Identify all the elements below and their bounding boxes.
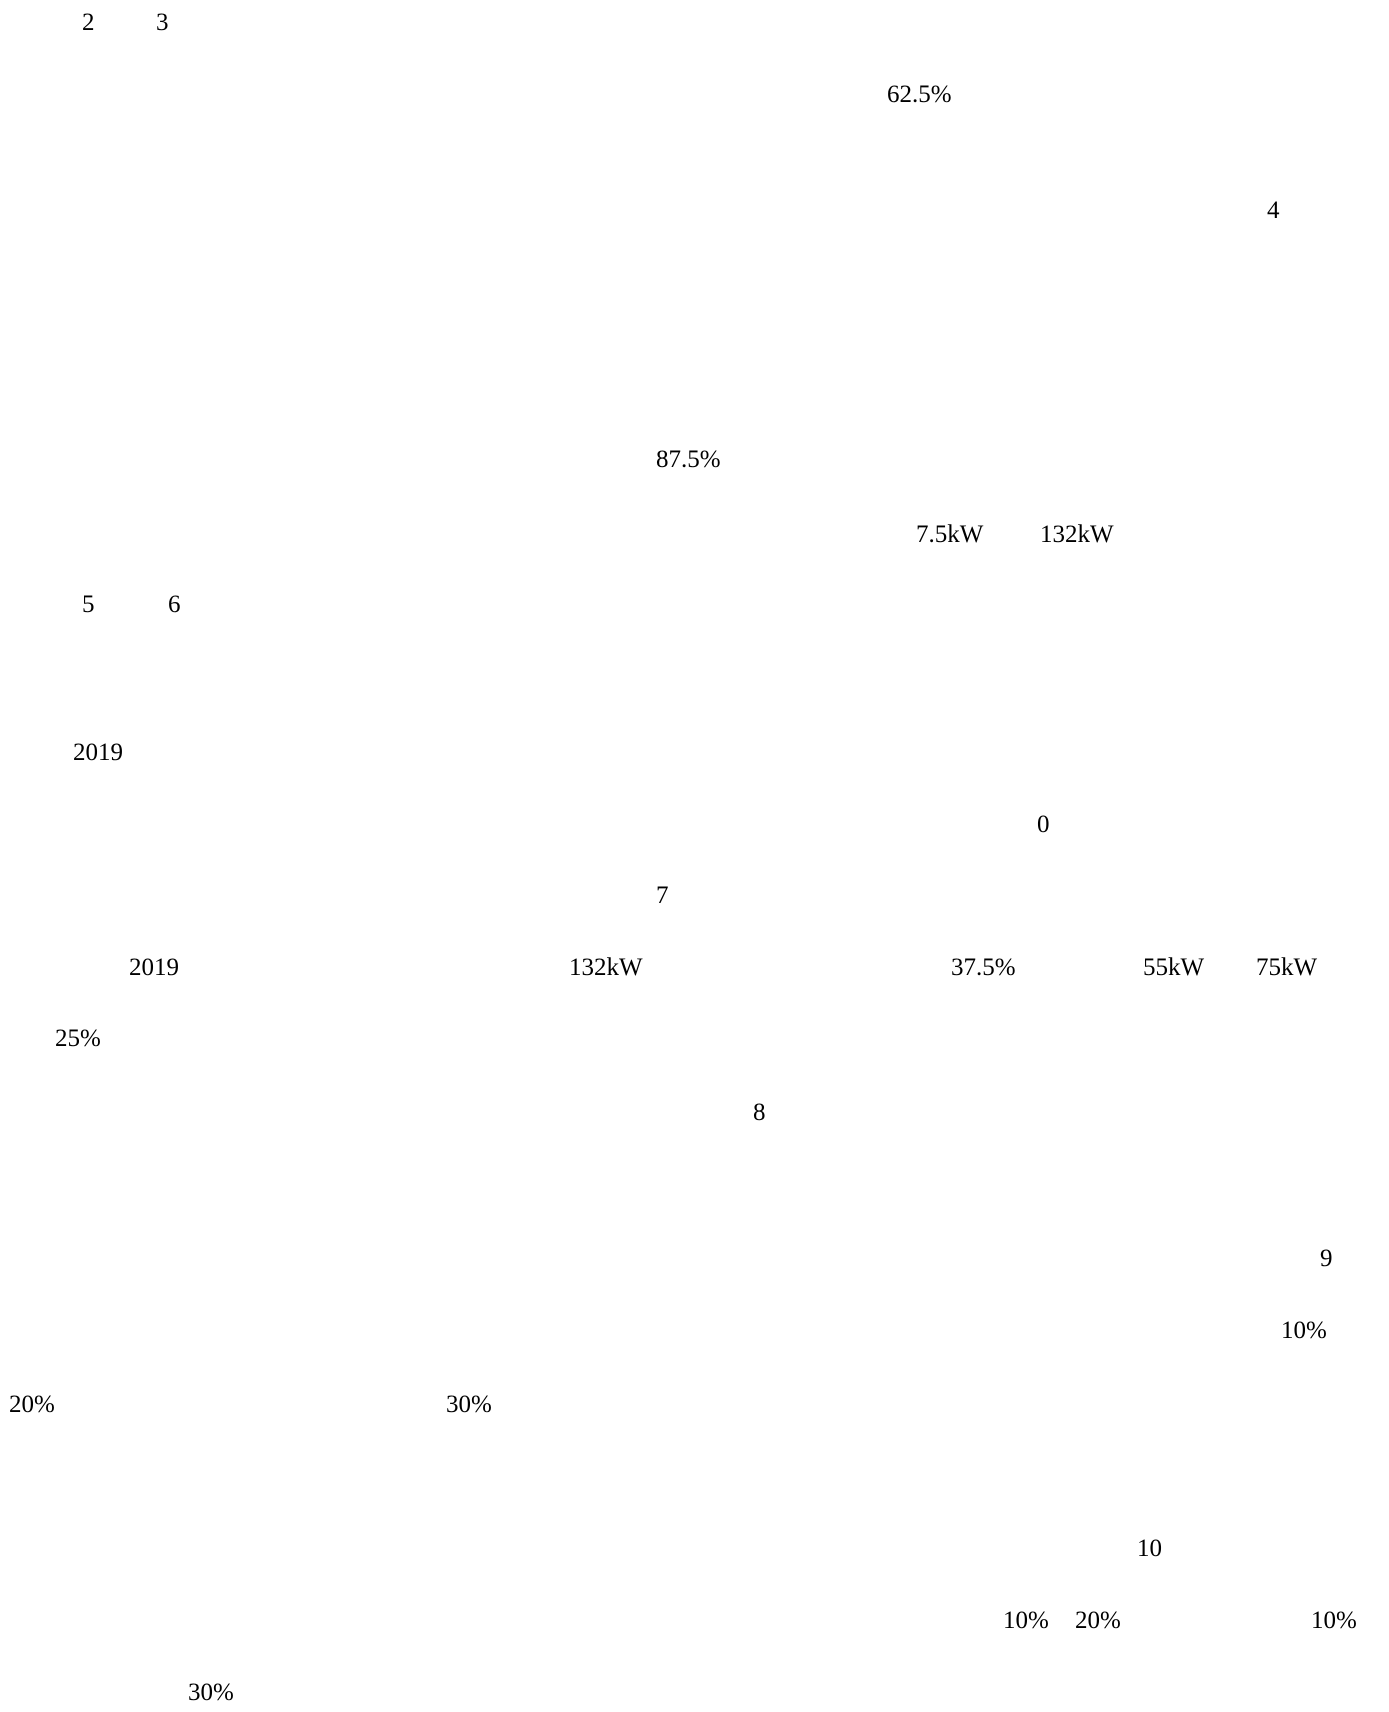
text-fragment: 25% (55, 1025, 101, 1052)
text-fragment: 2 (82, 9, 95, 36)
text-fragment: 0 (1037, 811, 1050, 838)
text-fragment: 62.5% (887, 81, 952, 108)
text-fragment: 7.5kW (916, 521, 984, 548)
text-fragment: 132kW (1040, 521, 1114, 548)
text-fragment: 2019 (73, 739, 123, 766)
text-fragment: 10% (1281, 1317, 1327, 1344)
text-fragment: 75kW (1256, 954, 1318, 981)
text-fragment: 10 (1137, 1535, 1162, 1562)
text-fragment: 7 (656, 882, 669, 909)
text-fragment: 9 (1320, 1245, 1333, 1272)
text-fragment: 4 (1267, 197, 1280, 224)
text-fragment: 55kW (1143, 954, 1205, 981)
text-fragment: 20% (1075, 1607, 1121, 1634)
text-fragment: 6 (168, 591, 181, 618)
text-fragment: 2019 (129, 954, 179, 981)
text-fragment: 10% (1003, 1607, 1049, 1634)
text-fragment: 37.5% (951, 954, 1016, 981)
text-fragment: 30% (188, 1679, 234, 1706)
text-fragment: 10% (1311, 1607, 1357, 1634)
text-fragment: 87.5% (656, 446, 721, 473)
text-fragment: 30% (446, 1391, 492, 1418)
text-fragment: 3 (156, 9, 169, 36)
text-fragment: 132kW (569, 954, 643, 981)
text-fragment: 5 (82, 591, 95, 618)
text-fragment: 8 (753, 1099, 766, 1126)
text-fragment: 20% (9, 1391, 55, 1418)
